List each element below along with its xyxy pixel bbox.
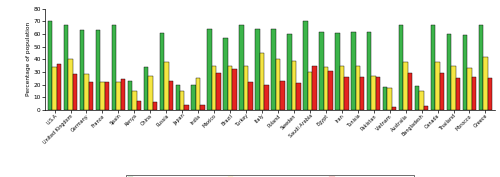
Bar [272,29,276,110]
Bar [136,101,141,110]
Bar [296,83,300,110]
Bar [383,87,388,110]
Bar [168,81,173,110]
Bar [232,69,237,110]
Bar [176,85,180,110]
Legend: Percentage overweight (BMI ≥25), Percentage with BMI ≥25 and <30, Percentage obe: Percentage overweight (BMI ≥25), Percent… [126,175,414,177]
Bar [308,72,312,110]
Bar [88,82,93,110]
Bar [64,25,68,110]
Bar [112,25,116,110]
Bar [96,30,100,110]
Bar [244,66,248,110]
Bar [228,66,232,110]
Bar [292,61,296,110]
Bar [164,62,168,110]
Bar [335,33,340,110]
Bar [276,59,280,110]
Bar [48,21,52,110]
Bar [356,66,360,110]
Bar [303,21,308,110]
Bar [344,77,348,110]
Bar [319,32,324,110]
Bar [57,64,62,110]
Bar [212,66,216,110]
Bar [388,88,392,110]
Bar [467,68,471,110]
Bar [328,71,332,110]
Bar [483,57,488,110]
Y-axis label: Percentage of population: Percentage of population [26,22,30,96]
Bar [80,30,84,110]
Bar [200,105,205,110]
Bar [372,76,376,110]
Bar [148,76,152,110]
Bar [392,107,396,110]
Bar [472,77,476,110]
Bar [84,74,88,110]
Bar [264,85,268,110]
Bar [367,32,372,110]
Bar [184,105,189,110]
Bar [248,82,253,110]
Bar [447,34,452,110]
Bar [100,82,104,110]
Bar [160,33,164,110]
Bar [340,66,344,110]
Bar [287,34,292,110]
Bar [73,74,77,110]
Bar [360,77,364,110]
Bar [224,38,228,110]
Bar [196,78,200,110]
Bar [424,106,428,110]
Bar [192,85,196,110]
Bar [463,35,467,110]
Bar [128,81,132,110]
Bar [415,86,420,110]
Bar [216,73,221,110]
Bar [116,82,120,110]
Bar [324,67,328,110]
Bar [152,102,157,110]
Bar [478,25,483,110]
Bar [68,59,73,110]
Bar [456,78,460,110]
Bar [132,91,136,110]
Bar [208,29,212,110]
Bar [431,25,436,110]
Bar [440,73,444,110]
Bar [452,66,456,110]
Bar [240,25,244,110]
Bar [399,25,404,110]
Bar [351,32,356,110]
Bar [256,29,260,110]
Bar [404,62,408,110]
Bar [408,73,412,110]
Bar [104,82,109,110]
Bar [488,78,492,110]
Bar [180,91,184,110]
Bar [120,79,125,110]
Bar [280,81,284,110]
Bar [436,62,440,110]
Bar [376,77,380,110]
Bar [144,67,148,110]
Bar [52,67,57,110]
Bar [312,66,316,110]
Bar [260,53,264,110]
Bar [420,91,424,110]
